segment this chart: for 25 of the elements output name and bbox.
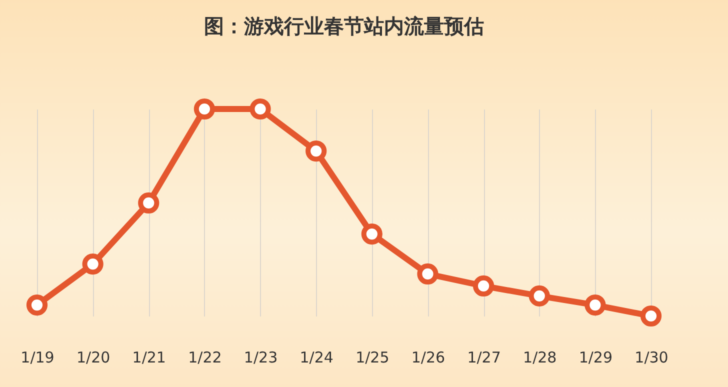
x-tick-label: 1/24 <box>300 348 334 366</box>
point <box>194 98 216 120</box>
point <box>640 305 662 327</box>
point <box>250 98 271 120</box>
point <box>306 140 327 162</box>
point <box>82 253 104 275</box>
x-tick-label: 1/26 <box>411 348 446 366</box>
x-tick-label: 1/27 <box>467 348 501 366</box>
x-tick-label: 1/30 <box>634 348 668 366</box>
x-tick-label: 1/21 <box>132 348 166 366</box>
point <box>417 263 438 285</box>
x-tick-label: 1/22 <box>188 348 222 366</box>
x-tick-label: 1/25 <box>356 348 390 366</box>
point <box>361 223 382 245</box>
point <box>584 294 606 316</box>
x-tick-label: 1/19 <box>20 348 54 366</box>
x-tick-label: 1/29 <box>578 348 613 366</box>
x-tick-label: 1/20 <box>76 348 110 366</box>
x-tick-label: 1/23 <box>244 348 278 366</box>
point <box>26 294 48 316</box>
chart-title: 图：游戏行业春节站内流量预估 <box>204 14 484 38</box>
point <box>138 192 160 214</box>
x-tick-label: 1/28 <box>523 348 557 366</box>
point <box>528 285 550 306</box>
point <box>472 275 494 297</box>
